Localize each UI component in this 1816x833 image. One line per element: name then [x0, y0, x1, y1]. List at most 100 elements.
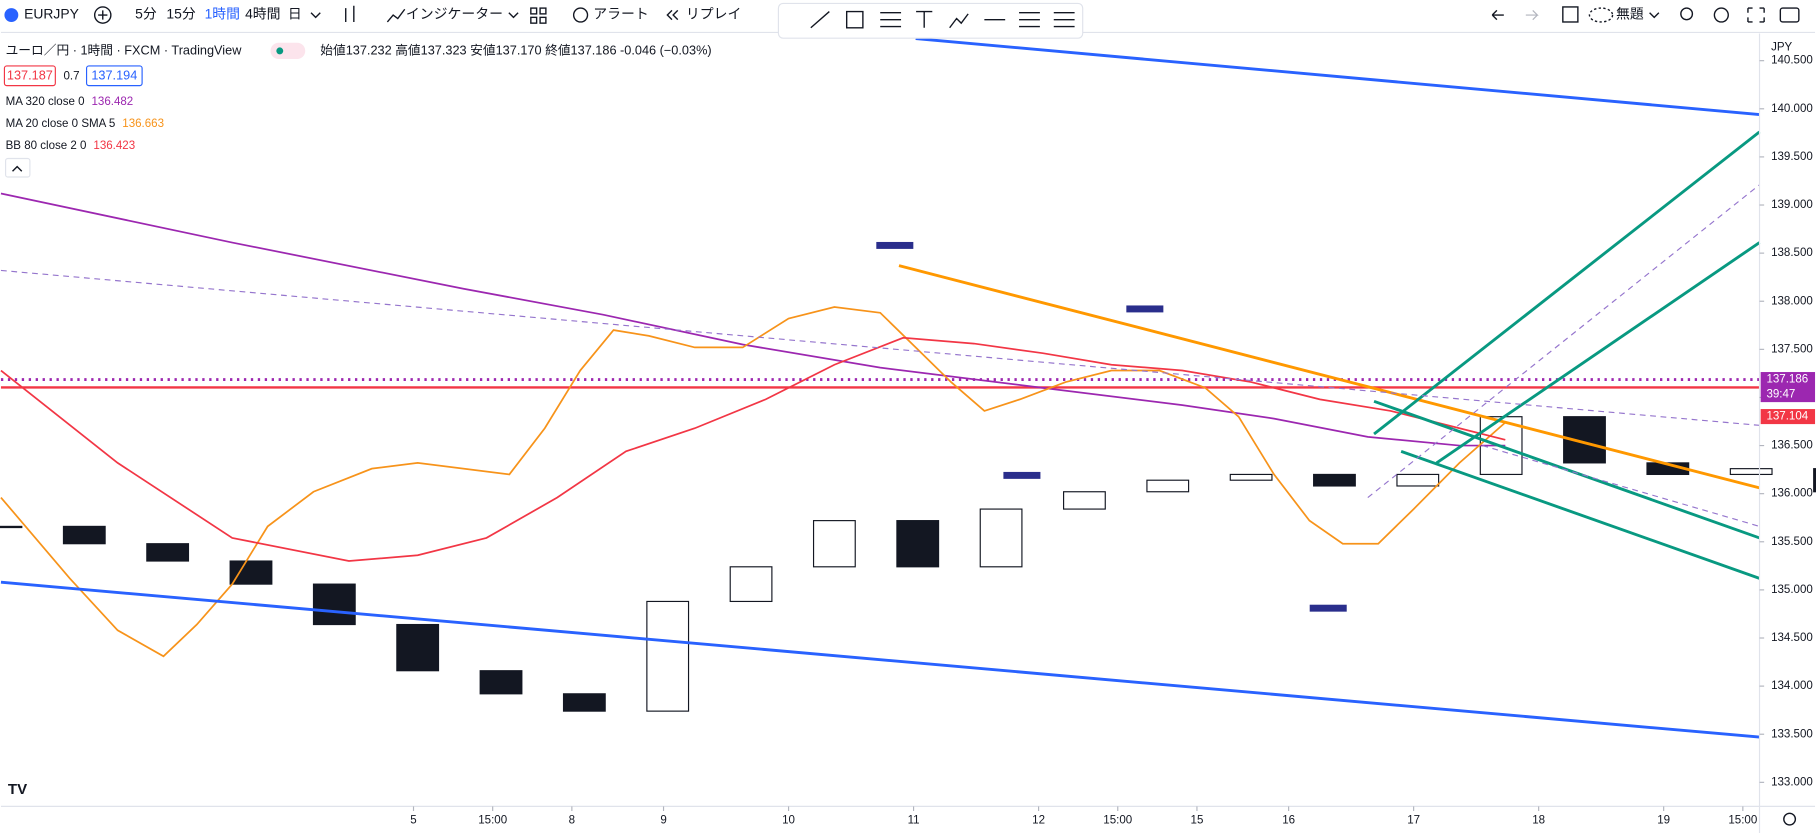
status-badge	[270, 42, 306, 60]
chart-type-button[interactable]	[345, 5, 355, 22]
candle	[979, 508, 1023, 568]
y-tick-label: 133.500	[1771, 728, 1813, 740]
tv-logo[interactable]: TV	[8, 781, 27, 798]
ask-box[interactable]	[85, 65, 143, 87]
x-tick-label: 15	[1191, 814, 1204, 826]
x-tick-label: 12	[1032, 814, 1045, 826]
settings-button[interactable]	[1713, 7, 1729, 23]
interval-menu[interactable]	[310, 12, 321, 19]
candle	[0, 525, 23, 529]
interval[interactable]: 15分	[166, 6, 195, 22]
y-tick-label: 133.000	[1771, 776, 1813, 788]
bid: 137.187	[7, 68, 53, 83]
search-button[interactable]	[1680, 7, 1694, 21]
status-dot	[276, 47, 284, 55]
y-tick-label: 134.000	[1771, 680, 1813, 692]
candle	[62, 525, 106, 545]
price-label-box	[1760, 409, 1816, 425]
x-tick-label: 17	[1407, 814, 1420, 826]
trend-line[interactable]	[0, 580, 1760, 739]
candle	[312, 583, 356, 626]
x-tick-label: 15:00	[478, 814, 507, 826]
axis-settings[interactable]	[1783, 812, 1797, 826]
axes: 133.000 133.500 134.000 134.500 135.000 135.5…	[410, 55, 1816, 826]
plot-area	[0, 37, 1816, 739]
y-tick-label: 135.000	[1771, 584, 1813, 596]
indicator-line	[0, 306, 1506, 658]
replay-icon	[666, 9, 679, 21]
countdown: 39:47	[1766, 389, 1795, 401]
symbol-logo[interactable]	[4, 8, 19, 22]
candle	[1063, 491, 1106, 510]
indicators-menu[interactable]	[508, 12, 519, 19]
candle	[646, 600, 690, 712]
marker[interactable]	[1003, 471, 1041, 479]
indicator-value: 136.663	[122, 118, 164, 130]
y-tick-label: 138.500	[1771, 247, 1813, 259]
x-tick-label: 9	[660, 814, 666, 826]
interval[interactable]: 4時間	[245, 6, 280, 22]
indicator-name: MA 20 close 0 SMA 5	[6, 118, 116, 130]
trend-line[interactable]	[1400, 449, 1760, 580]
candle	[1313, 473, 1356, 487]
bid-box[interactable]	[3, 65, 56, 87]
y-tick-label: 140.000	[1771, 103, 1813, 115]
indicator-icon	[386, 8, 406, 23]
trend-line[interactable]	[1367, 184, 1760, 498]
interval[interactable]: 日	[288, 6, 302, 22]
marker[interactable]	[1126, 305, 1164, 313]
layout-menu[interactable]	[1649, 12, 1660, 19]
indicator-line	[0, 336, 1506, 562]
y-tick-label: 139.000	[1771, 199, 1813, 211]
indicator-legend: MA 320 close 0 136.482 MA 20 close 0 SMA 5…	[6, 96, 164, 152]
drawing-tools[interactable]	[810, 10, 1075, 29]
currency: JPY	[1771, 41, 1792, 53]
layout-icon[interactable]	[530, 7, 538, 15]
indicator-line	[0, 192, 1506, 447]
ohlc: 始値137.232 高値137.323 安値137.170 終値137.186 …	[320, 42, 711, 57]
candle	[229, 560, 273, 585]
layout-icon	[539, 7, 547, 15]
fullscreen-button[interactable]	[1747, 7, 1765, 23]
marker[interactable]	[1309, 604, 1347, 612]
screenshot-button[interactable]	[1779, 7, 1800, 23]
select-button[interactable]	[1562, 6, 1579, 23]
marker[interactable]	[876, 241, 914, 249]
trend-line[interactable]	[915, 37, 1760, 117]
trend-line[interactable]	[0, 269, 1760, 426]
candle	[1229, 473, 1273, 481]
undo-button[interactable]	[1491, 9, 1504, 21]
interval[interactable]: 5分	[135, 6, 157, 22]
y-tick-label: 139.500	[1771, 151, 1813, 163]
ask: 137.194	[91, 68, 137, 83]
trend-line[interactable]	[898, 264, 1760, 490]
drawing-toolbar	[777, 2, 1084, 39]
redo-button[interactable]	[1525, 10, 1539, 21]
candle	[729, 566, 773, 603]
indicator-value: 136.482	[91, 96, 133, 108]
symbol[interactable]: EURJPY	[24, 6, 79, 22]
y-tick-label: 136.000	[1771, 488, 1813, 500]
alert-button[interactable]: アラート	[593, 6, 649, 22]
y-tick-label: 136.500	[1771, 440, 1813, 452]
interval[interactable]: 1時間	[205, 6, 240, 22]
layout-icon	[530, 16, 538, 24]
trend-line[interactable]	[1435, 241, 1761, 465]
candle	[1813, 468, 1816, 493]
compare-button[interactable]	[93, 6, 112, 24]
layout-name[interactable]: 無題	[1616, 6, 1644, 22]
cloud-icon	[1588, 7, 1614, 23]
x-tick-label: 16	[1282, 814, 1295, 826]
replay-button[interactable]: リプレイ	[686, 6, 742, 22]
x-tick-label: 19	[1657, 814, 1670, 826]
candle	[1729, 468, 1773, 476]
y-tick-label: 138.000	[1771, 295, 1813, 307]
trend-line[interactable]	[1482, 445, 1760, 527]
indicators-button[interactable]: インジケーター	[406, 6, 503, 22]
candle	[396, 623, 440, 672]
indicator-value: 136.423	[93, 140, 135, 152]
trend-line[interactable]	[1373, 130, 1761, 436]
